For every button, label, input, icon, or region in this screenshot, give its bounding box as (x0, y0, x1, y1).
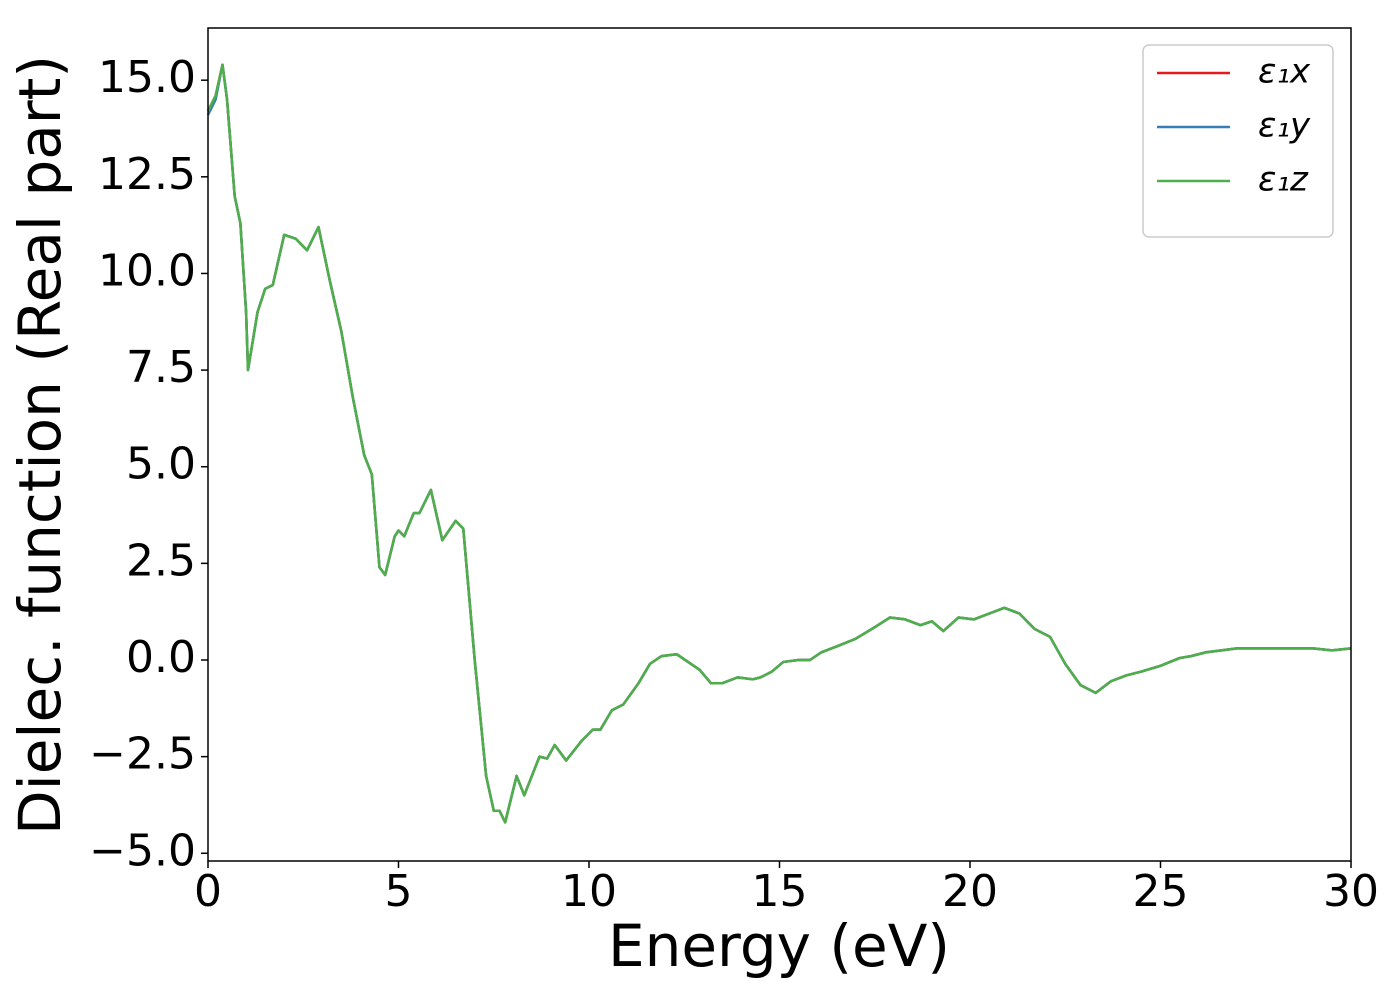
plot-frame (207, 27, 1352, 862)
x-tick-label: 25 (1133, 866, 1189, 917)
y-tick-label: 2.5 (126, 535, 196, 586)
x-tick-label: 30 (1323, 866, 1379, 917)
series-line (206, 63, 1352, 824)
y-tick-label: 0.0 (126, 632, 196, 683)
x-tick-label: 10 (561, 866, 617, 917)
x-tick-label: 5 (385, 866, 413, 917)
y-axis-label: Dielec. function (Real part) (6, 55, 74, 835)
legend-label: ε₁x (1258, 52, 1311, 92)
y-tick-label: 5.0 (126, 439, 196, 490)
legend-label: ε₁z (1258, 160, 1309, 200)
y-tick-label: −5.0 (89, 825, 196, 876)
x-axis-label: Energy (eV) (608, 912, 950, 980)
y-tick-label: 12.5 (98, 149, 196, 200)
y-tick-label: 7.5 (126, 342, 196, 393)
x-tick-label: 15 (752, 866, 808, 917)
x-tick-label: 0 (194, 866, 222, 917)
x-tick-label: 20 (942, 866, 998, 917)
y-tick-label: −2.5 (89, 729, 196, 780)
y-tick-label: 10.0 (98, 245, 196, 296)
legend-box (1142, 44, 1334, 238)
y-tick-label: 15.0 (98, 52, 196, 103)
legend-label: ε₁y (1258, 106, 1311, 146)
